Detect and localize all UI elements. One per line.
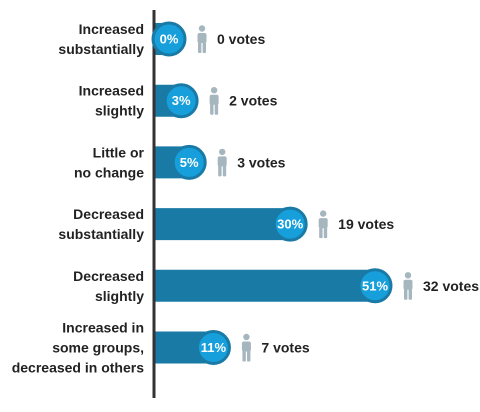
person-icon-leg-left [210,103,214,115]
bar [155,269,391,302]
person-icon-leg-right [202,42,206,53]
value-bubble [272,206,308,242]
person-icon [209,87,219,115]
y-axis-line [152,10,156,398]
person-icon-body [403,279,413,290]
category-label-line: Increased [79,21,144,37]
category-label-line: Increased [79,83,144,99]
value-label: 0% [160,32,179,47]
value-label: 30% [277,217,303,232]
category-label-line: no change [74,164,144,180]
category-label: Decreased slightly [73,268,144,304]
category-label: Increased in some groups, decreased in oth… [12,320,144,376]
person-icon-leg-right [222,165,227,177]
votes-label: 19 votes [338,216,394,232]
person-icon-leg-right [247,350,251,362]
person-icon-body [241,341,251,352]
person-icon-head [218,148,226,156]
category-label-line: substantially [58,226,144,242]
category-label-line: some groups, [52,340,144,356]
category-label-line: slightly [95,288,144,304]
value-bubble [171,144,207,180]
person-icon-head [319,210,327,217]
person-icon-leg-left [404,288,408,300]
person-icon [217,148,227,177]
value-label: 51% [362,278,388,293]
person-icon-leg-left [242,350,246,362]
votes-label: 32 votes [423,278,479,294]
category-label: Increased slightly [79,83,145,119]
person-icon-leg-left [218,165,222,177]
person-icon [318,210,328,239]
value-bubble [195,330,231,365]
category-label-line: Little or [93,144,145,160]
category-label: Little or no change [74,144,145,180]
person-icon [197,25,207,53]
person-icon-body [197,33,207,43]
votes-label: 7 votes [261,340,309,356]
person-icon-leg-left [198,42,202,53]
person-icon-head [198,25,206,32]
category-label-line: Decreased [73,268,144,284]
value-bubble [357,268,393,304]
category-label-line: Increased in [62,320,144,336]
person-icon-leg-left [319,227,323,239]
person-icon-leg-right [214,103,219,115]
person-icon-leg-right [408,288,412,300]
votes-label: 2 votes [229,93,277,109]
category-label-line: decreased in others [12,360,144,376]
person-icon-head [210,87,218,94]
bar [155,208,307,241]
votes-label: 3 votes [237,154,285,170]
value-label: 11% [201,340,227,355]
person-icon-head [404,272,412,279]
person-icon-body [217,156,227,167]
person-icon-head [243,333,250,341]
person-icon-body [318,218,328,229]
person-icon-leg-right [323,227,328,239]
category-label-line: slightly [95,103,144,119]
value-bubble [163,83,199,119]
person-icon [241,333,251,362]
category-label-line: substantially [58,41,144,57]
value-label: 5% [180,155,199,170]
value-bubble [151,21,187,57]
category-label-line: Decreased [73,206,144,222]
person-icon-body [209,94,219,105]
value-label: 3% [172,93,191,108]
category-label: Increased substantially [58,21,144,57]
category-label: Decreased substantially [58,206,144,242]
votes-label: 0 votes [217,31,265,47]
person-icon [403,272,413,300]
